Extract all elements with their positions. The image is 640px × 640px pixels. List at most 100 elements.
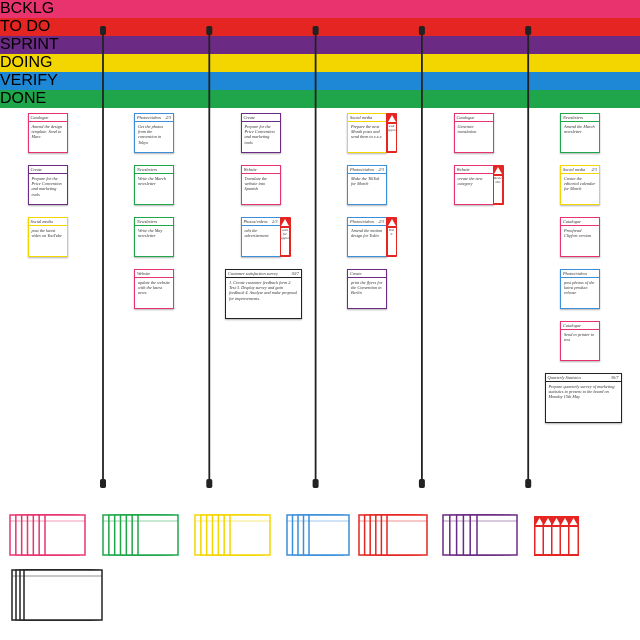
card: Catalogue Proofread Clipfort version [560, 217, 600, 257]
spare-flag-icon [535, 518, 544, 525]
spare-card [23, 569, 103, 621]
card-text: create the new category [457, 176, 483, 187]
card-category: Newsletters [563, 115, 584, 120]
spare-flag-icon [569, 518, 578, 525]
flag: wait for approval [279, 217, 291, 257]
card: Create Prepare for the Price Convention a… [240, 113, 281, 153]
card-category: Quarterly Statistics [547, 375, 582, 380]
flag-icon [387, 115, 396, 122]
card: Create Prepare for the Price Convention a… [27, 165, 68, 205]
spare-flag-body [535, 527, 544, 554]
spare-card [476, 514, 518, 556]
card: Photos/videos 2/3 Get the photos from the … [134, 113, 174, 153]
card-category: Photos/videos [350, 219, 375, 224]
column-header: DONE [0, 90, 640, 108]
spare-flag-body [544, 527, 552, 554]
card-header: Website [241, 166, 280, 174]
spare-flag-body [552, 527, 561, 554]
flag: wait approval [386, 113, 397, 153]
card: Catalogue Generate translation [453, 113, 494, 153]
card-date: 2/3 [591, 167, 598, 172]
card: Social media post the latest video on You… [27, 217, 68, 257]
card-category: Create [350, 271, 362, 276]
card-date: 2/3 [378, 219, 385, 224]
card-text: Create the editorial calendar for March [564, 176, 596, 192]
card: Social media Prepare the next Month posts… [347, 113, 387, 153]
pole-cap [100, 26, 106, 35]
card-header: Catalogue [28, 114, 67, 122]
flag-icon [387, 219, 396, 226]
card-header: Social media 2/3 [561, 166, 599, 174]
card-category: Newsletters [137, 219, 158, 224]
spare-flag-icon [544, 518, 552, 525]
card-category: Website [243, 167, 257, 172]
card-category: Website [456, 167, 470, 172]
card-text: Get the photos from the convention in To… [138, 124, 164, 145]
pole-cap [418, 479, 425, 488]
card-date: 30/7 [291, 271, 299, 276]
card: Newsletters Amend the March newsletter [560, 113, 600, 153]
card-text: edit the advertisement [244, 228, 269, 239]
flag: Review this [492, 165, 504, 205]
pole-cap [100, 479, 106, 488]
card-header: Website [135, 270, 173, 278]
card-category: Photos/videos [243, 219, 268, 224]
card: Customer satisfaction survey 30/7 1. Creat… [225, 269, 302, 319]
pole-cap [525, 26, 532, 35]
card-header: Newsletters [561, 114, 599, 122]
flag-text: Review this [494, 176, 502, 203]
spare-card [386, 514, 428, 556]
card: Photos/videos 2/3 Amend the motion design … [347, 217, 387, 257]
card-header: Photos/videos 2/3 [348, 166, 386, 174]
spare-card [137, 514, 179, 556]
flag-text: wait for approval [281, 228, 289, 255]
card-text: Amend the March newsletter [564, 124, 595, 135]
card-date: 2/3 [272, 219, 278, 224]
card-header: Quarterly Statistics 30/7 [545, 374, 621, 382]
card-text: Amend the design template. Send to Marc. [31, 124, 63, 140]
column-header: DOING [0, 54, 640, 72]
pole-cap [312, 26, 319, 35]
card-category: Social media [350, 115, 373, 120]
flag: Test it [386, 217, 397, 257]
card-category: Catalogue [563, 219, 581, 224]
pole-cap [525, 479, 532, 488]
card-header: Social media [348, 114, 386, 122]
card: Photos/videos 2/3 edit the advertisement [240, 217, 281, 257]
card-header: Photos/videos 2/3 [241, 218, 280, 226]
card-header: Photos/videos 2/3 [135, 114, 173, 122]
spare-flag-icon [552, 518, 561, 525]
card-category: Newsletters [137, 167, 158, 172]
pole-cap [206, 26, 213, 35]
card: Create print the flyers for the Conventio… [347, 269, 387, 309]
card-header: Photos/videos [561, 270, 599, 278]
card-header: Customer satisfaction survey 30/7 [226, 270, 301, 278]
spare-card [44, 514, 86, 556]
flag-icon [494, 167, 502, 174]
card-category: Photos/videos [563, 271, 588, 276]
card-header: Create [28, 166, 67, 174]
card: Website create the new category [453, 165, 494, 205]
card-text: Send to printer to test [564, 332, 595, 343]
spare-card [308, 514, 350, 556]
card-text: post photos of the latest product releas… [564, 280, 595, 296]
card-text: post the latest video on YouTube [31, 228, 62, 239]
card-text: Prepare for the Price Convention and mar… [244, 124, 275, 145]
card-text: Prepare for the Price Convention and mar… [31, 176, 62, 197]
card-text: Write the March newsletter [138, 176, 167, 187]
pole-cap [312, 479, 319, 488]
card-category: Photos/videos [350, 167, 375, 172]
card-text: Write the May newsletter [138, 228, 163, 239]
card-text: Make the TikTok for March [351, 176, 380, 187]
card: Photos/videos 2/3 Make the TikTok for Marc… [347, 165, 387, 205]
card-text: update the website with the latest news [138, 280, 170, 296]
card-header: Newsletters [135, 166, 173, 174]
card-header: Social media [28, 218, 67, 226]
card-header: Catalogue [561, 218, 599, 226]
card-date: 2/3 [165, 115, 172, 120]
card: Newsletters Write the March newsletter [134, 165, 174, 205]
flag-icon [281, 219, 289, 226]
card-text: Proofread Clipfort version [564, 228, 592, 239]
